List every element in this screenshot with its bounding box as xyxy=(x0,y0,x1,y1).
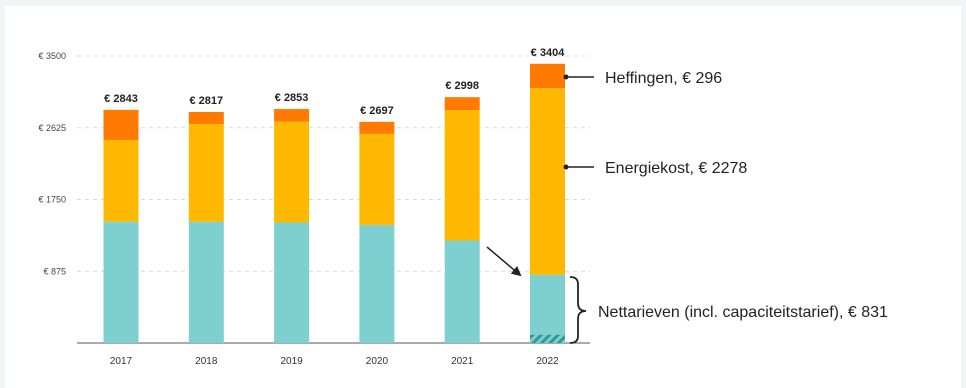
total-label-2019: € 2853 xyxy=(275,92,309,104)
heffingen-leader-dot xyxy=(563,74,569,80)
chart-card xyxy=(5,6,961,388)
bar-segment-heffingen-2022 xyxy=(530,63,565,89)
nettarieven-annotation: Nettarieven (incl. capaciteitstarief), €… xyxy=(598,304,888,321)
bar-segment-heffingen-2019 xyxy=(274,109,310,122)
bar-segment-heffingen-2021 xyxy=(444,97,480,111)
bar-segment-energiekost-2017 xyxy=(103,140,139,222)
bar-segment-energiekost-2020 xyxy=(359,133,395,225)
bar-segment-heffingen-2020 xyxy=(359,121,395,134)
x-tick-label: 2022 xyxy=(536,356,559,367)
bar-segment-heffingen-2017 xyxy=(103,109,139,141)
arrow-2021-to-2022 xyxy=(486,246,522,277)
x-axis-ticks: 2017 2018 2019 2020 2021 2022 xyxy=(110,356,559,367)
hatched-segment-2022 xyxy=(530,334,565,343)
x-tick-label: 2020 xyxy=(366,356,389,367)
energiekost-leader-dot xyxy=(563,164,569,170)
bar-segment-nettarieven-2022 xyxy=(530,274,565,343)
bar-segment-energiekost-2018 xyxy=(188,124,224,222)
nettarieven-brace xyxy=(569,276,587,344)
x-tick-label: 2017 xyxy=(110,356,133,367)
y-tick-label: € 875 xyxy=(43,266,66,276)
bar-segment-nettarieven-2018 xyxy=(188,221,224,343)
total-label-2022: € 3404 xyxy=(531,47,566,59)
bar-segment-energiekost-2022 xyxy=(530,88,565,275)
total-label-2021: € 2998 xyxy=(445,80,479,92)
bar-segment-energiekost-2021 xyxy=(444,110,480,241)
x-tick-label: 2019 xyxy=(280,356,303,367)
total-label-2017: € 2843 xyxy=(104,93,138,105)
total-label-2020: € 2697 xyxy=(360,105,394,117)
bar-segment-nettarieven-2019 xyxy=(274,222,310,343)
x-tick-label: 2018 xyxy=(195,356,218,367)
bar-segment-nettarieven-2021 xyxy=(444,240,480,343)
bar-segment-energiekost-2019 xyxy=(274,121,310,223)
x-tick-label: 2021 xyxy=(451,356,474,367)
bars xyxy=(103,63,565,343)
heffingen-annotation: Heffingen, € 296 xyxy=(605,70,722,87)
bar-segment-heffingen-2018 xyxy=(188,112,224,125)
annotations: Heffingen, € 296 Energiekost, € 2278 Net… xyxy=(486,70,888,344)
y-tick-label: € 1750 xyxy=(38,195,66,205)
y-axis-ticks: € 875 € 1750 € 2625 € 3500 xyxy=(38,51,66,276)
y-tick-label: € 3500 xyxy=(38,51,66,61)
total-labels: € 2843 € 2817 € 2853 € 2697 € 2998 € 3404 xyxy=(104,47,565,117)
energiekost-annotation: Energiekost, € 2278 xyxy=(605,160,747,177)
bar-segment-nettarieven-2020 xyxy=(359,224,395,343)
total-label-2018: € 2817 xyxy=(189,95,223,107)
y-tick-label: € 2625 xyxy=(38,123,66,133)
bar-segment-nettarieven-2017 xyxy=(103,221,139,343)
gridlines xyxy=(77,55,590,344)
